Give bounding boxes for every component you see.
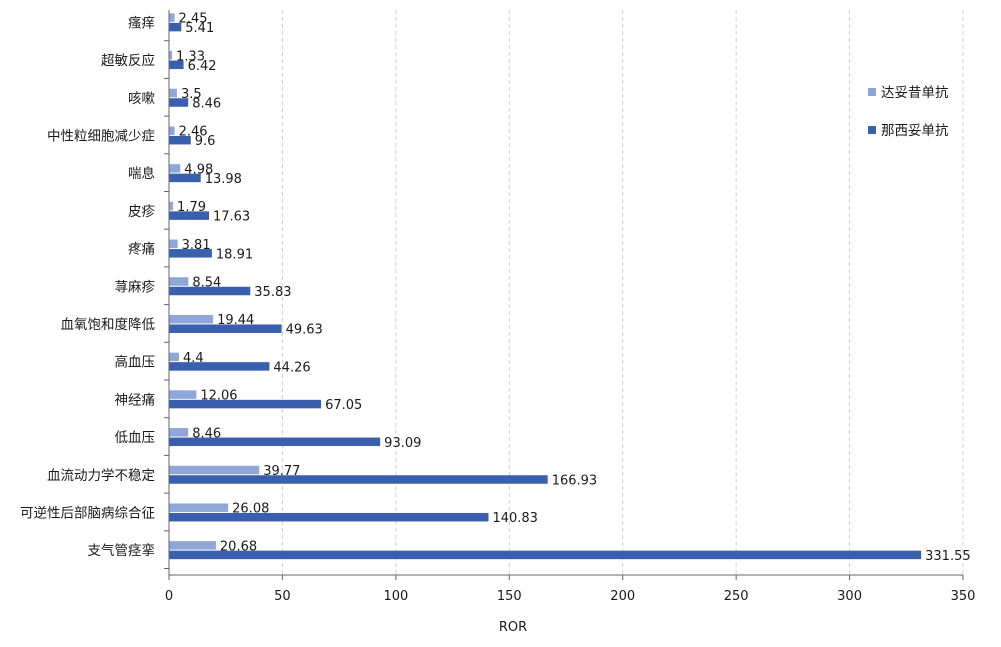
data-label: 140.83 <box>492 511 538 526</box>
bar-series-1 <box>169 51 173 60</box>
bar-series-2 <box>169 362 270 371</box>
x-tick-label: 250 <box>724 589 749 604</box>
bar-series-1 <box>169 239 178 249</box>
data-label: 8.46 <box>192 97 221 112</box>
data-label: 35.83 <box>254 285 291 300</box>
data-label: 4.4 <box>183 351 204 366</box>
data-label: 18.91 <box>216 247 253 262</box>
x-tick-label: 0 <box>165 589 173 604</box>
bar-series-2 <box>169 135 191 145</box>
category-label: 荨麻疹 <box>115 279 156 295</box>
data-label: 3.81 <box>182 238 211 253</box>
bar-series-1 <box>169 277 189 286</box>
bar-series-2 <box>169 437 381 447</box>
bar-series-2 <box>169 249 212 258</box>
data-label: 39.77 <box>263 464 300 479</box>
bar-series-1 <box>169 503 229 512</box>
grid-lines <box>281 10 964 575</box>
data-label: 26.08 <box>232 502 269 517</box>
data-label: 1.79 <box>177 200 206 215</box>
category-label: 低血压 <box>115 430 156 446</box>
bar-series-1 <box>169 428 189 437</box>
bar-series-2 <box>169 22 182 32</box>
bar-series-2 <box>169 98 189 107</box>
bar-series-2 <box>169 512 489 522</box>
bar-series-2 <box>169 550 922 560</box>
category-label: 超敏反应 <box>101 52 155 69</box>
data-label: 17.63 <box>213 210 250 225</box>
legend-swatch <box>868 126 876 134</box>
value-labels: 2.455.411.336.423.58.462.469.64.9813.981… <box>176 12 971 564</box>
data-label: 5.41 <box>185 21 214 36</box>
bar-series-1 <box>169 541 216 550</box>
category-label: 咳嗽 <box>128 91 155 107</box>
data-label: 1.33 <box>176 49 205 64</box>
x-tick-label: 300 <box>837 589 862 604</box>
x-tick-label: 100 <box>383 589 408 604</box>
data-label: 8.54 <box>192 276 221 291</box>
category-label: 喘息 <box>128 165 155 182</box>
data-label: 19.44 <box>217 313 254 328</box>
data-label: 2.46 <box>179 125 208 140</box>
bar-series-2 <box>169 399 322 409</box>
category-label: 血氧饱和度降低 <box>61 317 156 333</box>
data-label: 3.5 <box>181 87 202 102</box>
bar-series-1 <box>169 164 181 173</box>
data-label: 6.42 <box>188 59 217 74</box>
bar-series-2 <box>169 211 209 220</box>
bar-series-1 <box>169 314 214 324</box>
bar-series-2 <box>169 324 282 333</box>
x-tick-label: 150 <box>497 589 522 604</box>
data-label: 12.06 <box>200 389 237 404</box>
category-label: 神经痛 <box>115 391 156 408</box>
data-label: 93.09 <box>384 436 421 451</box>
x-tick-label: 200 <box>610 589 635 604</box>
data-label: 331.55 <box>925 549 971 564</box>
x-tick-label: 50 <box>274 589 291 604</box>
data-label: 67.05 <box>325 398 362 413</box>
category-label: 可逆性后部脑病综合征 <box>20 505 155 521</box>
bar-series-1 <box>169 465 260 475</box>
bar-series-2 <box>169 475 548 484</box>
bar-series-1 <box>169 13 175 22</box>
category-label: 疼痛 <box>128 241 155 258</box>
bar-series-2 <box>169 173 201 183</box>
data-label: 20.68 <box>220 539 257 554</box>
legend-swatch <box>868 88 876 96</box>
legend-label: 那西妥单抗 <box>881 123 949 139</box>
category-label: 中性粒细胞减少症 <box>47 128 155 144</box>
data-label: 13.98 <box>205 172 242 187</box>
bar-series-1 <box>169 126 175 135</box>
legend-label: 达妥昔单抗 <box>881 85 949 101</box>
data-label: 4.98 <box>184 162 213 177</box>
bar-series-1 <box>169 352 179 362</box>
axes: 0 50 100 150 200 250 300 350 瘙痒超敏反应咳嗽中性粒细胞减少症喘息皮… <box>20 10 975 604</box>
bar-series-2 <box>169 60 184 70</box>
data-label: 2.45 <box>179 12 208 27</box>
bar-series-1 <box>169 201 174 211</box>
data-label: 44.26 <box>273 360 310 375</box>
bar-series-2 <box>169 286 251 296</box>
bar-series-1 <box>169 88 177 98</box>
bar-series-1 <box>169 390 197 399</box>
x-tick-label: 350 <box>951 589 976 604</box>
bars <box>169 13 922 560</box>
category-label: 高血压 <box>115 354 156 371</box>
category-label: 瘙痒 <box>128 14 155 31</box>
category-label: 血流动力学不稳定 <box>47 468 155 484</box>
data-label: 166.93 <box>552 474 598 489</box>
data-label: 49.63 <box>286 323 323 338</box>
category-label: 支气管痉挛 <box>88 542 156 559</box>
data-label: 8.46 <box>192 426 221 441</box>
x-axis-title: ROR <box>499 620 527 635</box>
category-label: 皮疹 <box>128 204 155 220</box>
data-label: 9.6 <box>195 134 216 149</box>
